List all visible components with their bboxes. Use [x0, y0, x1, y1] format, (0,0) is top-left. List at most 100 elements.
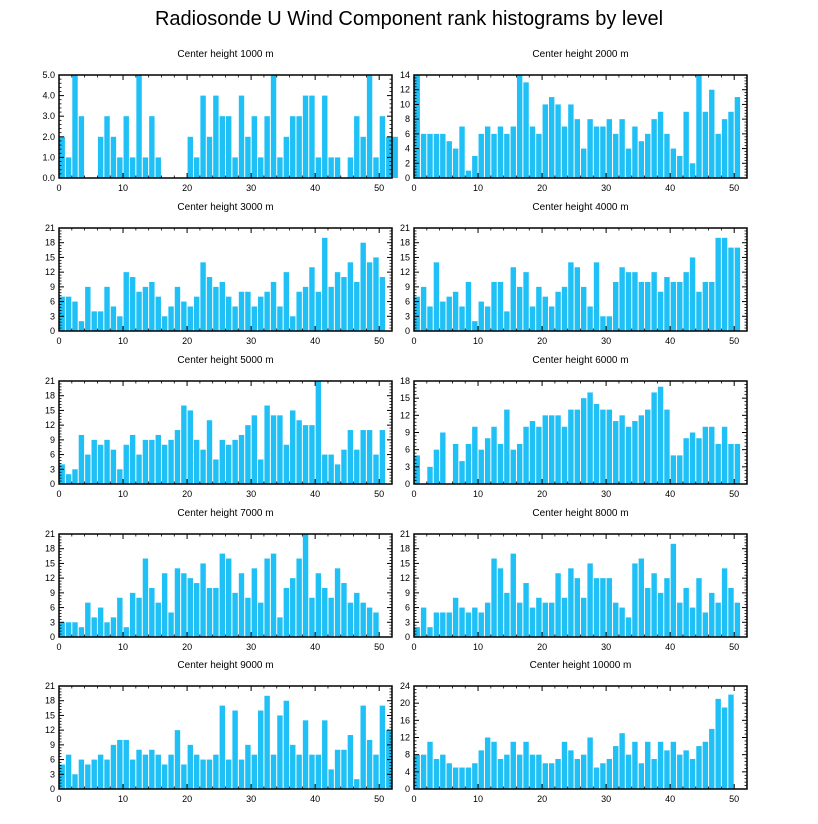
- histogram-panel: Center height 8000 m 0 10 20 30 40 50 0 3 6 9 12 15 1…: [400, 508, 748, 652]
- histogram-bar: [149, 439, 155, 484]
- histogram-bar: [491, 426, 497, 484]
- histogram-bar: [606, 409, 613, 484]
- histogram-bar: [97, 136, 104, 178]
- y-tick-label: 15: [45, 252, 55, 262]
- histogram-bar: [373, 257, 379, 331]
- histogram-bar: [238, 434, 245, 484]
- histogram-bar: [619, 607, 625, 637]
- histogram-bar: [245, 136, 251, 178]
- x-tick-label: 40: [310, 794, 320, 804]
- histogram-bar: [600, 126, 606, 178]
- histogram-bar: [497, 281, 504, 331]
- histogram-bar: [129, 277, 136, 331]
- histogram-bar: [657, 386, 664, 484]
- histogram-bar: [536, 286, 542, 331]
- histogram-bar: [322, 454, 328, 484]
- histogram-bar: [104, 286, 110, 331]
- y-tick-label: 6: [405, 603, 410, 613]
- histogram-bar: [283, 272, 290, 331]
- y-tick-label: 0: [405, 632, 410, 642]
- histogram-bar: [459, 126, 465, 178]
- x-tick-label: 30: [601, 642, 611, 652]
- histogram-bar: [472, 155, 478, 178]
- histogram-bar: [523, 82, 529, 178]
- histogram-bar: [322, 237, 328, 331]
- histogram-bar: [366, 739, 373, 789]
- histogram-bar: [689, 163, 696, 178]
- histogram-bar: [283, 444, 290, 484]
- histogram-bar: [536, 754, 542, 789]
- histogram-bar: [632, 563, 638, 637]
- histogram-bar: [625, 617, 632, 637]
- histogram-bar: [414, 627, 420, 637]
- histogram-bar: [110, 617, 117, 637]
- histogram-bar: [625, 426, 632, 484]
- histogram-bar: [341, 277, 347, 331]
- histogram-bar: [555, 291, 561, 331]
- histogram-bar: [555, 104, 561, 178]
- histogram-bar: [709, 426, 715, 484]
- histogram-bar: [373, 454, 379, 484]
- x-tick-label: 30: [246, 642, 256, 652]
- histogram-bar: [290, 744, 296, 789]
- histogram-bar: [97, 754, 104, 789]
- histogram-bar: [677, 754, 683, 789]
- histogram-bar: [472, 763, 478, 789]
- histogram-bar: [181, 764, 187, 789]
- histogram-bar: [161, 573, 168, 637]
- histogram-bar: [360, 602, 366, 637]
- histogram-bar: [341, 583, 347, 637]
- histogram-bar: [721, 426, 728, 484]
- histogram-bar: [523, 272, 529, 331]
- histogram-bar: [85, 454, 91, 484]
- histogram-bar: [702, 612, 709, 637]
- histogram-bar: [85, 602, 91, 637]
- histogram-bar: [296, 116, 302, 178]
- histogram-bar: [414, 455, 420, 484]
- y-tick-label: 3.0: [42, 111, 55, 121]
- histogram-bar: [619, 733, 625, 789]
- histogram-bar: [187, 744, 193, 789]
- histogram-bar: [238, 573, 245, 637]
- histogram-bar: [504, 754, 510, 789]
- x-tick-label: 0: [56, 642, 61, 652]
- histogram-bar: [373, 612, 379, 637]
- x-tick-label: 50: [374, 336, 384, 346]
- y-tick-label: 18: [45, 238, 55, 248]
- histogram-bar: [638, 558, 645, 637]
- histogram-panel: Center height 3000 m 0 10 20 30 40 50 0 3 6 9 12 15 1…: [45, 202, 393, 346]
- histogram-bar: [497, 758, 504, 789]
- histogram-bar: [440, 133, 446, 178]
- y-tick-label: 0: [50, 632, 55, 642]
- histogram-bar: [689, 257, 696, 331]
- histogram-bar: [136, 75, 142, 178]
- histogram-bar: [91, 439, 97, 484]
- histogram-bar: [491, 133, 497, 178]
- histogram-bar: [129, 759, 136, 789]
- histogram-bar: [657, 741, 664, 789]
- x-tick-label: 20: [537, 794, 547, 804]
- x-tick-label: 40: [665, 794, 675, 804]
- histogram-bar: [226, 116, 232, 178]
- y-tick-label: 5.0: [42, 70, 55, 80]
- histogram-bar: [683, 272, 689, 331]
- histogram-bar: [510, 126, 516, 178]
- histogram-bar: [561, 741, 568, 789]
- histogram-bar: [548, 602, 555, 637]
- histogram-bar: [484, 126, 491, 178]
- histogram-bar: [72, 774, 78, 789]
- histogram-bar: [290, 116, 296, 178]
- histogram-bar: [379, 277, 386, 331]
- histogram-bar: [65, 622, 72, 637]
- histogram-bar: [574, 267, 580, 331]
- histogram-bar: [696, 75, 702, 178]
- histogram-bar: [226, 558, 232, 637]
- histogram-bar: [161, 316, 168, 331]
- x-tick-label: 10: [118, 794, 128, 804]
- histogram-bar: [664, 409, 670, 484]
- histogram-bar: [702, 281, 709, 331]
- histogram-bar: [446, 763, 452, 789]
- histogram-bar: [149, 749, 155, 789]
- x-tick-label: 50: [729, 336, 739, 346]
- histogram-bar: [155, 602, 161, 637]
